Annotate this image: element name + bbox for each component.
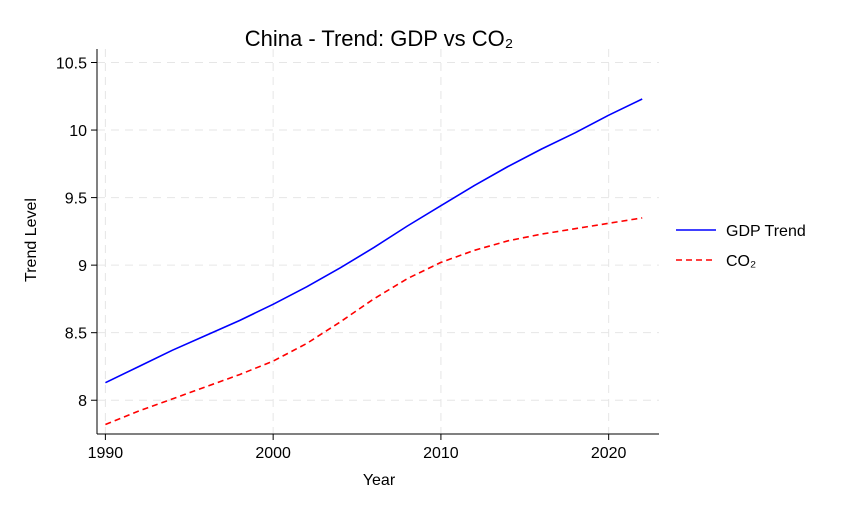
chart-title: China - Trend: GDP vs CO₂ — [245, 26, 514, 51]
x-tick-label: 2020 — [591, 445, 627, 462]
axes: 8 8.5 9 9.5 10 10.5 1990 2000 2010 2020 — [56, 49, 659, 462]
series-line-co2 — [105, 217, 643, 426]
legend-label: GDP Trend — [726, 223, 806, 240]
y-tick-label: 9.5 — [65, 191, 87, 208]
x-tick-label: 2000 — [255, 445, 291, 462]
series-group — [105, 98, 643, 426]
y-axis-label: Trend Level — [23, 198, 40, 282]
x-axis-label: Year — [363, 472, 396, 489]
y-tick-label: 10 — [69, 123, 87, 140]
x-tick-label: 2010 — [423, 445, 459, 462]
y-tick-label: 9 — [78, 258, 87, 275]
grid — [97, 49, 659, 434]
y-tick-label: 10.5 — [56, 56, 87, 73]
y-tick-label: 8.5 — [65, 326, 87, 343]
y-tick-label: 8 — [78, 393, 87, 410]
series-line-gdp-trend — [105, 98, 643, 384]
x-tick-label: 1990 — [88, 445, 124, 462]
legend: GDP Trend CO₂ — [676, 223, 806, 270]
legend-label: CO₂ — [726, 253, 756, 270]
